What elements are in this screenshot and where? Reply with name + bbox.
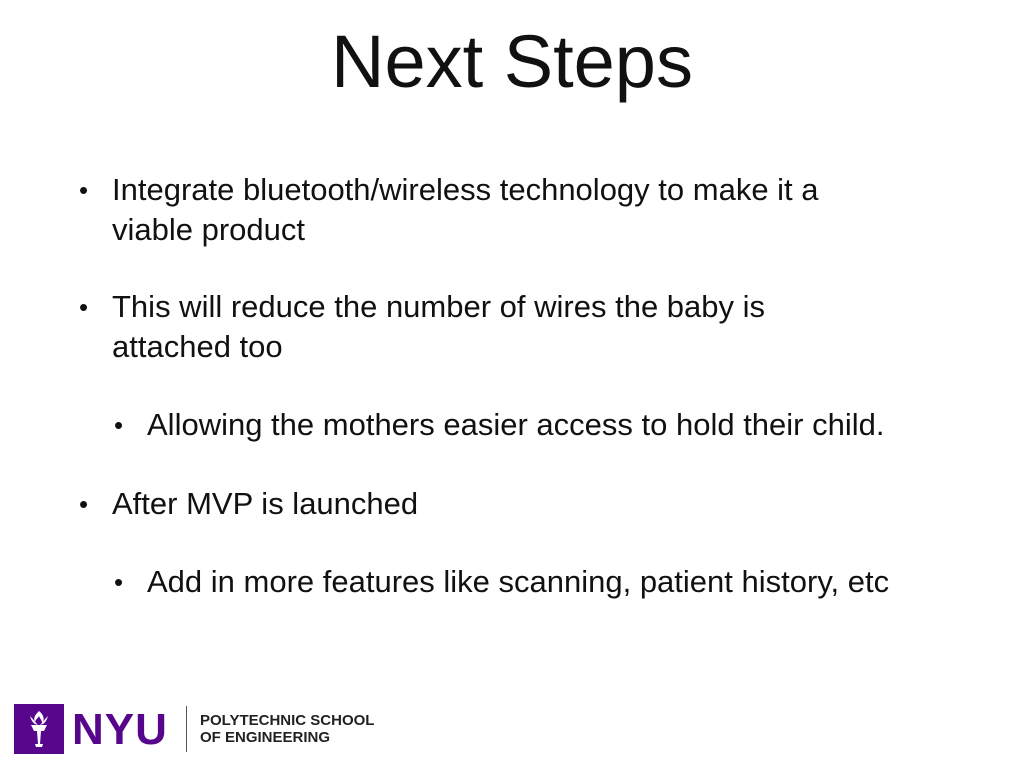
bullet-line: Add in more features like scanning, pati… xyxy=(147,564,890,599)
bullet-marker: • xyxy=(79,175,89,205)
bullet-marker: • xyxy=(79,489,89,519)
bullet-line: This will reduce the number of wires the… xyxy=(112,289,766,324)
bullet-line: Allowing the mothers easier access to ho… xyxy=(147,407,885,442)
bullet-marker: • xyxy=(79,292,89,322)
bullet-item: • After MVP is launched xyxy=(79,484,419,524)
bullet-marker: • xyxy=(114,567,124,597)
bullet-item: • Integrate bluetooth/wireless technolog… xyxy=(79,170,819,250)
bullet-marker: • xyxy=(114,410,124,440)
nyu-logo: NYU POLYTECHNIC SCHOOL OF ENGINEERING xyxy=(14,704,414,756)
logo-divider xyxy=(186,706,187,752)
slide-title: Next Steps xyxy=(331,20,693,103)
bullet-list: • Integrate bluetooth/wireless technolog… xyxy=(79,170,890,602)
sub-bullet-item: • Allowing the mothers easier access to … xyxy=(114,405,885,445)
school-name-line-1: POLYTECHNIC SCHOOL xyxy=(200,712,375,729)
bullet-line: Integrate bluetooth/wireless technology … xyxy=(112,172,819,207)
bullet-line: viable product xyxy=(112,212,306,247)
school-name-line-2: OF ENGINEERING xyxy=(200,729,331,746)
bullet-line: After MVP is launched xyxy=(112,486,419,521)
torch-icon xyxy=(14,704,64,754)
sub-bullet-item: • Add in more features like scanning, pa… xyxy=(114,562,890,602)
nyu-wordmark: NYU xyxy=(72,705,168,754)
bullet-item: • This will reduce the number of wires t… xyxy=(79,287,766,367)
bullet-line: attached too xyxy=(112,329,283,364)
